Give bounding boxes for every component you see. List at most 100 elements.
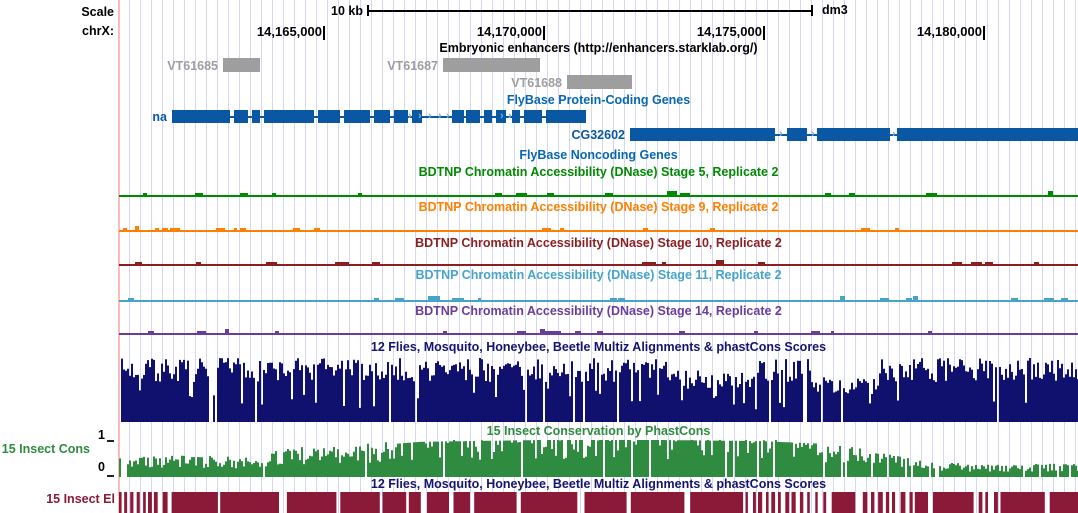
enhancer-box[interactable]: [443, 58, 540, 72]
gene-exon[interactable]: [318, 110, 340, 123]
gene-exon[interactable]: [344, 110, 370, 123]
bdtnp-signal-peak: [1033, 262, 1040, 264]
bdtnp-signal-peak: [753, 331, 759, 333]
bdtnp-signal-peak: [839, 296, 846, 300]
gene-exon[interactable]: [787, 128, 807, 141]
gene-exon[interactable]: [252, 110, 260, 123]
bdtnp-signal-peak: [275, 331, 280, 333]
bdtnp-signal-line[interactable]: [119, 195, 1078, 197]
scale-row-label: Scale: [81, 5, 114, 19]
bdtnp-signal-peak: [539, 329, 546, 333]
strand-arrow-icon: ›: [508, 110, 512, 122]
bdtnp-signal-peak: [234, 228, 238, 230]
strand-arrow-icon: ›: [428, 110, 432, 122]
bdtnp-signal-peak: [154, 228, 159, 230]
bdtnp-signal-peak: [647, 262, 656, 264]
gene-exon[interactable]: [496, 110, 506, 123]
bdtnp-signal-peak: [224, 329, 230, 333]
ruler-tick-mark: [323, 26, 325, 40]
gene-label: na: [152, 110, 167, 124]
track-title-flybase-coding: FlyBase Protein-Coding Genes: [506, 93, 691, 107]
bdtnp-signal-peak: [451, 298, 464, 300]
track-title-bdtnp-stage: BDTNP Chromatin Accessibility (DNase) St…: [415, 236, 782, 250]
bdtnp-signal-line[interactable]: [119, 333, 1078, 335]
enhancer-label: VT61687: [387, 59, 438, 73]
track-title-bdtnp-stage: BDTNP Chromatin Accessibility (DNase) St…: [418, 165, 779, 179]
bdtnp-signal-peak: [709, 228, 715, 230]
gene-exon[interactable]: [172, 110, 230, 123]
gene-exon[interactable]: [630, 128, 775, 141]
bdtnp-signal-peak: [215, 228, 225, 230]
bdtnp-signal-peak: [678, 331, 686, 333]
bdtnp-signal-peak: [830, 331, 835, 333]
bdtnp-signal-line[interactable]: [119, 264, 1078, 266]
bdtnp-signal-peak: [430, 296, 437, 300]
bdtnp-signal-peak: [1047, 191, 1054, 195]
bdtnp-signal-peak: [395, 298, 405, 300]
gene-exon[interactable]: [374, 110, 390, 123]
bdtnp-signal-peak: [341, 262, 349, 264]
bdtnp-signal-peak: [134, 262, 142, 264]
bdtnp-signal-peak: [240, 193, 249, 195]
gene-exon[interactable]: [512, 110, 520, 123]
bdtnp-signal-peak: [161, 228, 168, 230]
bdtnp-signal-peak: [971, 262, 983, 264]
ruler-tick-mark: [983, 26, 985, 40]
track-title-phastcons: 15 Insect Conservation by PhastCons: [486, 424, 711, 438]
bdtnp-signal-peak: [371, 262, 381, 264]
bdtnp-signal-peak: [666, 191, 678, 195]
phastcons-left-label: 15 Insect Cons: [1, 442, 90, 456]
insect-el-left-label: 15 Insect El: [46, 492, 115, 506]
bdtnp-signal-peak: [148, 331, 155, 333]
bdtnp-signal-peak: [618, 298, 625, 300]
bdtnp-signal-peak: [552, 331, 561, 333]
bdtnp-signal-peak: [825, 193, 832, 195]
enhancer-label: VT61688: [511, 76, 562, 90]
gene-exon[interactable]: [264, 110, 314, 123]
track-title-multiz-2: 12 Flies, Mosquito, Honeybee, Beetle Mul…: [370, 477, 827, 491]
ruler-tick-mark: [763, 26, 765, 40]
axis-tick-bottom: [107, 475, 114, 477]
multiz-density-plot[interactable]: [119, 355, 1078, 422]
strand-arrow-icon: ›: [408, 110, 412, 122]
bdtnp-signal-peak: [811, 331, 820, 333]
phastcons-histogram[interactable]: [119, 440, 1078, 477]
bdtnp-signal-peak: [477, 298, 482, 300]
bdtnp-signal-line[interactable]: [119, 300, 1078, 302]
bdtnp-signal-peak: [861, 228, 871, 230]
chrom-row-label: chrX:: [82, 24, 114, 38]
gene-exon[interactable]: [897, 128, 1078, 141]
enhancer-box[interactable]: [567, 75, 632, 89]
gene-exon[interactable]: [484, 110, 492, 123]
phastcons-axis-min: 0: [98, 460, 105, 474]
gene-exon[interactable]: [394, 110, 408, 123]
bdtnp-signal-peak: [271, 193, 277, 195]
enhancer-box[interactable]: [223, 58, 260, 72]
gene-exon[interactable]: [817, 128, 890, 141]
bdtnp-signal-peak: [605, 193, 613, 195]
bdtnp-signal-peak: [292, 228, 301, 230]
bdtnp-signal-peak: [265, 262, 278, 264]
bdtnp-signal-peak: [642, 262, 652, 264]
strand-arrow-icon: ›: [811, 128, 815, 140]
bdtnp-signal-peak: [516, 331, 526, 333]
bdtnp-signal-peak: [1043, 298, 1055, 300]
gene-exon[interactable]: [466, 110, 480, 123]
track-title-enhancers: Embryonic enhancers (http://enhancers.st…: [439, 41, 758, 55]
strand-arrow-icon: ›: [446, 110, 450, 122]
bdtnp-signal-line[interactable]: [119, 230, 1078, 232]
gene-exon[interactable]: [412, 110, 422, 123]
insect-elements-track[interactable]: [119, 492, 1078, 513]
track-title-bdtnp-stage: BDTNP Chromatin Accessibility (DNase) St…: [418, 200, 779, 214]
gene-exon[interactable]: [234, 110, 248, 123]
gene-exon[interactable]: [546, 110, 586, 123]
bdtnp-signal-peak: [495, 193, 502, 195]
bdtnp-signal-peak: [546, 193, 555, 195]
ruler-tick-label: 14,180,000: [916, 24, 982, 39]
bdtnp-signal-peak: [757, 262, 765, 264]
gene-exon[interactable]: [524, 110, 542, 123]
bdtnp-signal-peak: [1010, 298, 1019, 300]
bdtnp-signal-peak: [195, 193, 203, 195]
gene-exon[interactable]: [452, 110, 464, 123]
